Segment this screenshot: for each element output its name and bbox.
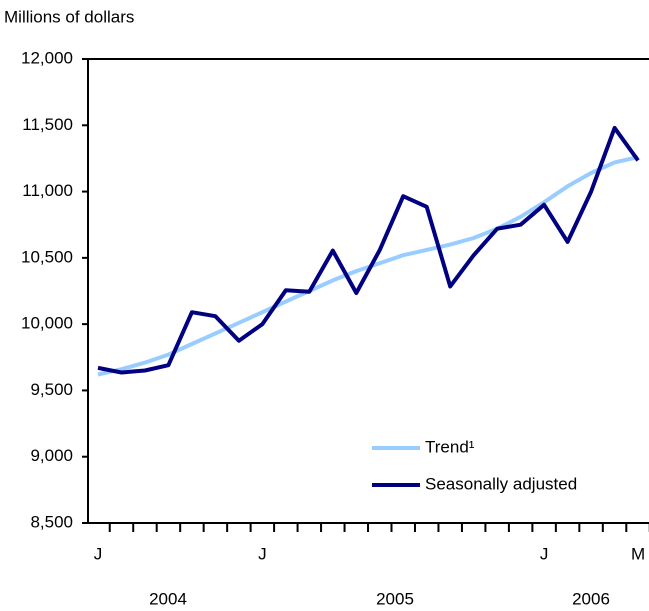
y-tick-label: 10,500 [21,247,73,266]
x-group-label: 2004 [149,589,187,608]
y-axis-label: Millions of dollars [4,7,134,26]
x-tick-label: J [258,544,267,563]
y-tick-label: 11,500 [22,115,73,134]
y-tick-label: 11,000 [22,181,73,200]
y-tick-label: 12,000 [21,48,73,67]
y-tick-label: 8,500 [30,512,73,531]
y-tick-label: 9,500 [30,380,73,399]
x-tick-label: J [540,544,549,563]
y-tick-label: 10,000 [21,314,73,333]
x-tick-label: J [94,544,103,563]
y-tick-label: 9,000 [30,446,73,465]
legend-label: Seasonally adjusted [425,474,577,493]
x-group-label: 2005 [376,589,414,608]
x-group-label: 2006 [572,589,610,608]
x-tick-label: M [631,544,645,563]
series-line [97,155,639,377]
series-line [97,125,640,375]
legend-label: Trend¹ [425,437,475,456]
